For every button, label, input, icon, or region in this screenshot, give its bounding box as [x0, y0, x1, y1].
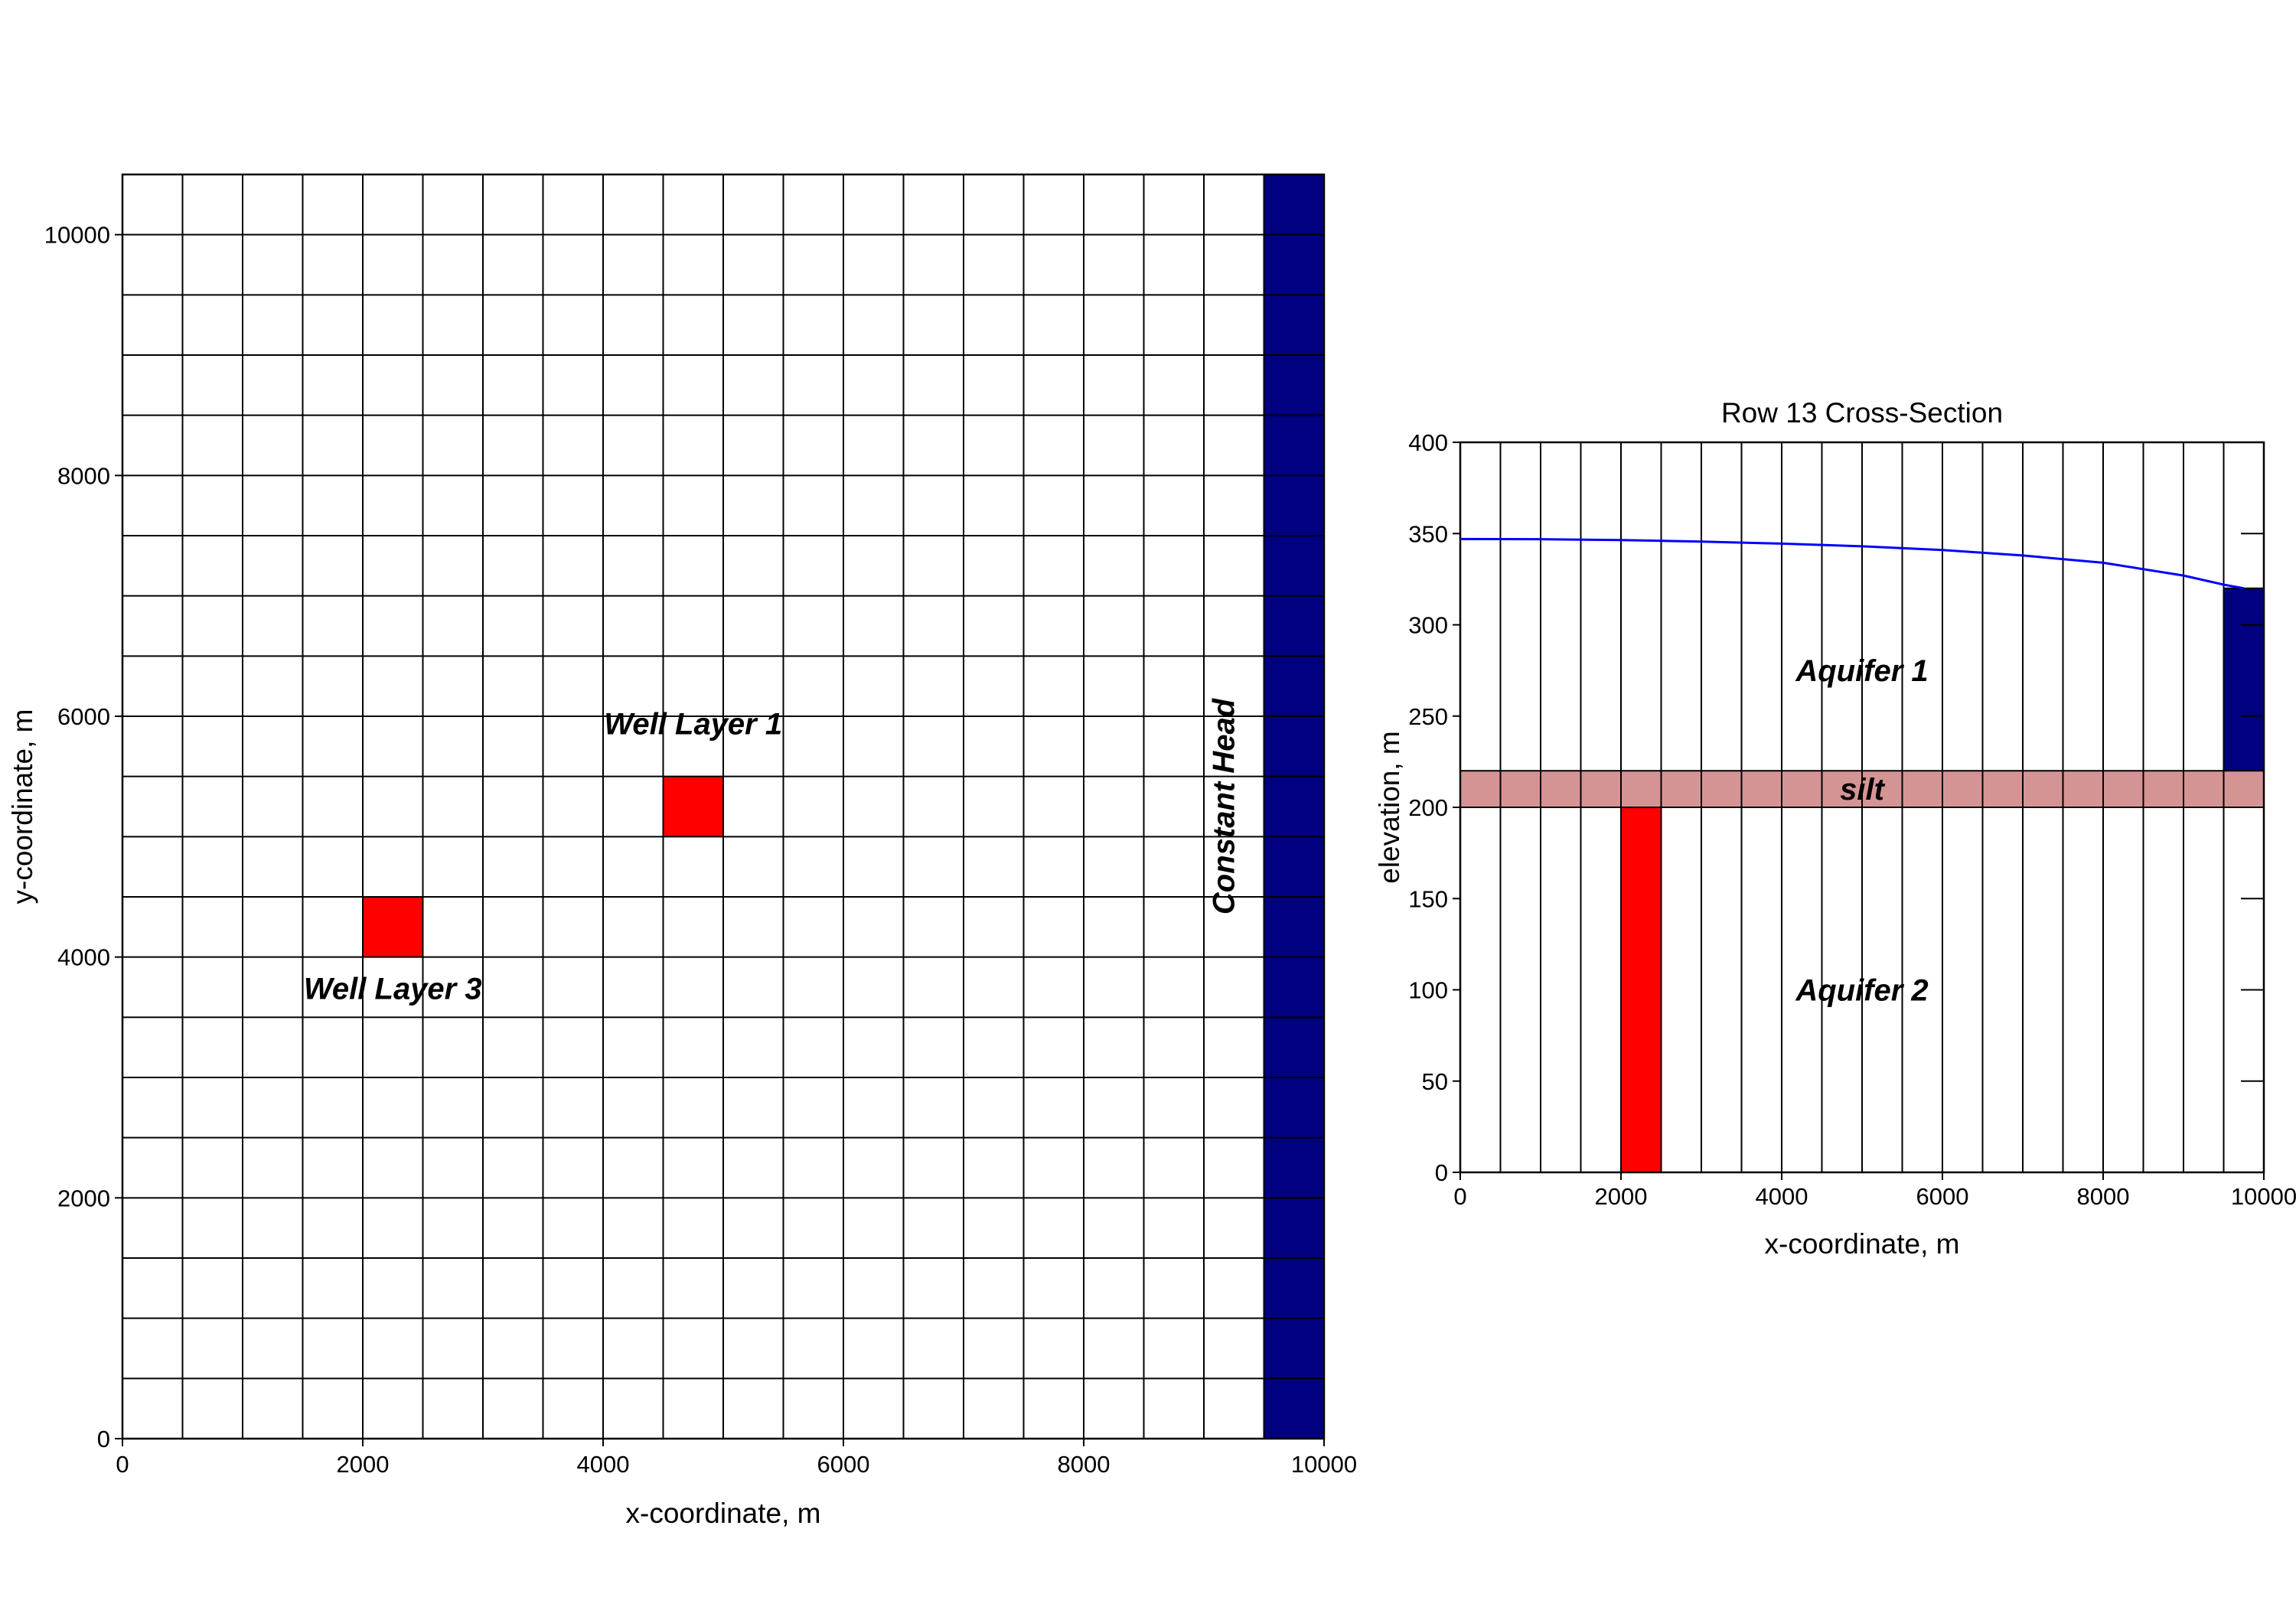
x-axis-label: x-coordinate, m [1765, 1228, 1960, 1260]
aquifer-1-label: Aquifer 1 [1795, 654, 1928, 688]
plan-view-chart: 0 2000 4000 6000 8000 10000 0 2000 4000 6000 8000 1… [7, 173, 1357, 1529]
silt-label: silt [1840, 773, 1885, 807]
constant-head-cell [1264, 174, 1324, 1439]
y-tick-label: 400 [1408, 429, 1448, 456]
y-tick-label: 50 [1422, 1068, 1448, 1095]
y-tick-label: 200 [1408, 794, 1448, 821]
y-tick-label: 350 [1408, 520, 1448, 547]
x-tick-label: 2000 [337, 1451, 390, 1478]
plot-frame [121, 173, 1326, 1440]
y-axis-label: y-coordinate, m [7, 709, 38, 905]
y-tick-label: 6000 [57, 703, 110, 730]
constant-head-label: Constant Head [1207, 697, 1241, 914]
x-tick-label: 6000 [1916, 1183, 1969, 1210]
chart-title: Row 13 Cross-Section [1721, 397, 2003, 429]
y-tick-label: 100 [1408, 977, 1448, 1004]
well-layer-3-cell [363, 897, 423, 957]
y-tick-label: 150 [1408, 885, 1448, 912]
x-tick-label: 10000 [1291, 1451, 1357, 1478]
x-tick-label: 4000 [577, 1451, 630, 1478]
x-tick-label: 0 [1453, 1183, 1466, 1210]
y-tick-label: 0 [1435, 1159, 1448, 1186]
y-tick-label: 8000 [57, 462, 110, 489]
well-layer-1-label: Well Layer 1 [604, 708, 782, 742]
constant-head-cell [2223, 588, 2264, 771]
y-tick-label: 4000 [57, 944, 110, 971]
y-tick-label: 10000 [44, 222, 110, 249]
y-axis-label: elevation, m [1374, 731, 1405, 884]
x-tick-label: 8000 [2077, 1183, 2130, 1210]
y-tick-label: 0 [97, 1426, 110, 1452]
well-layer-1-cell [663, 776, 723, 837]
well-cell [1621, 807, 1662, 1172]
aquifer-2-label: Aquifer 2 [1795, 974, 1928, 1008]
x-tick-label: 10000 [2231, 1183, 2296, 1210]
water-table-line [1459, 537, 2245, 590]
well-layer-3-label: Well Layer 3 [304, 973, 482, 1006]
x-tick-label: 4000 [1756, 1183, 1808, 1210]
x-tick-label: 6000 [817, 1451, 870, 1478]
y-tick-label: 300 [1408, 612, 1448, 639]
x-tick-label: 0 [116, 1451, 129, 1478]
y-tick-label: 2000 [57, 1185, 110, 1211]
x-axis-label: x-coordinate, m [626, 1498, 821, 1529]
y-tick-label: 250 [1408, 703, 1448, 730]
x-tick-label: 2000 [1595, 1183, 1648, 1210]
x-tick-label: 8000 [1058, 1451, 1110, 1478]
